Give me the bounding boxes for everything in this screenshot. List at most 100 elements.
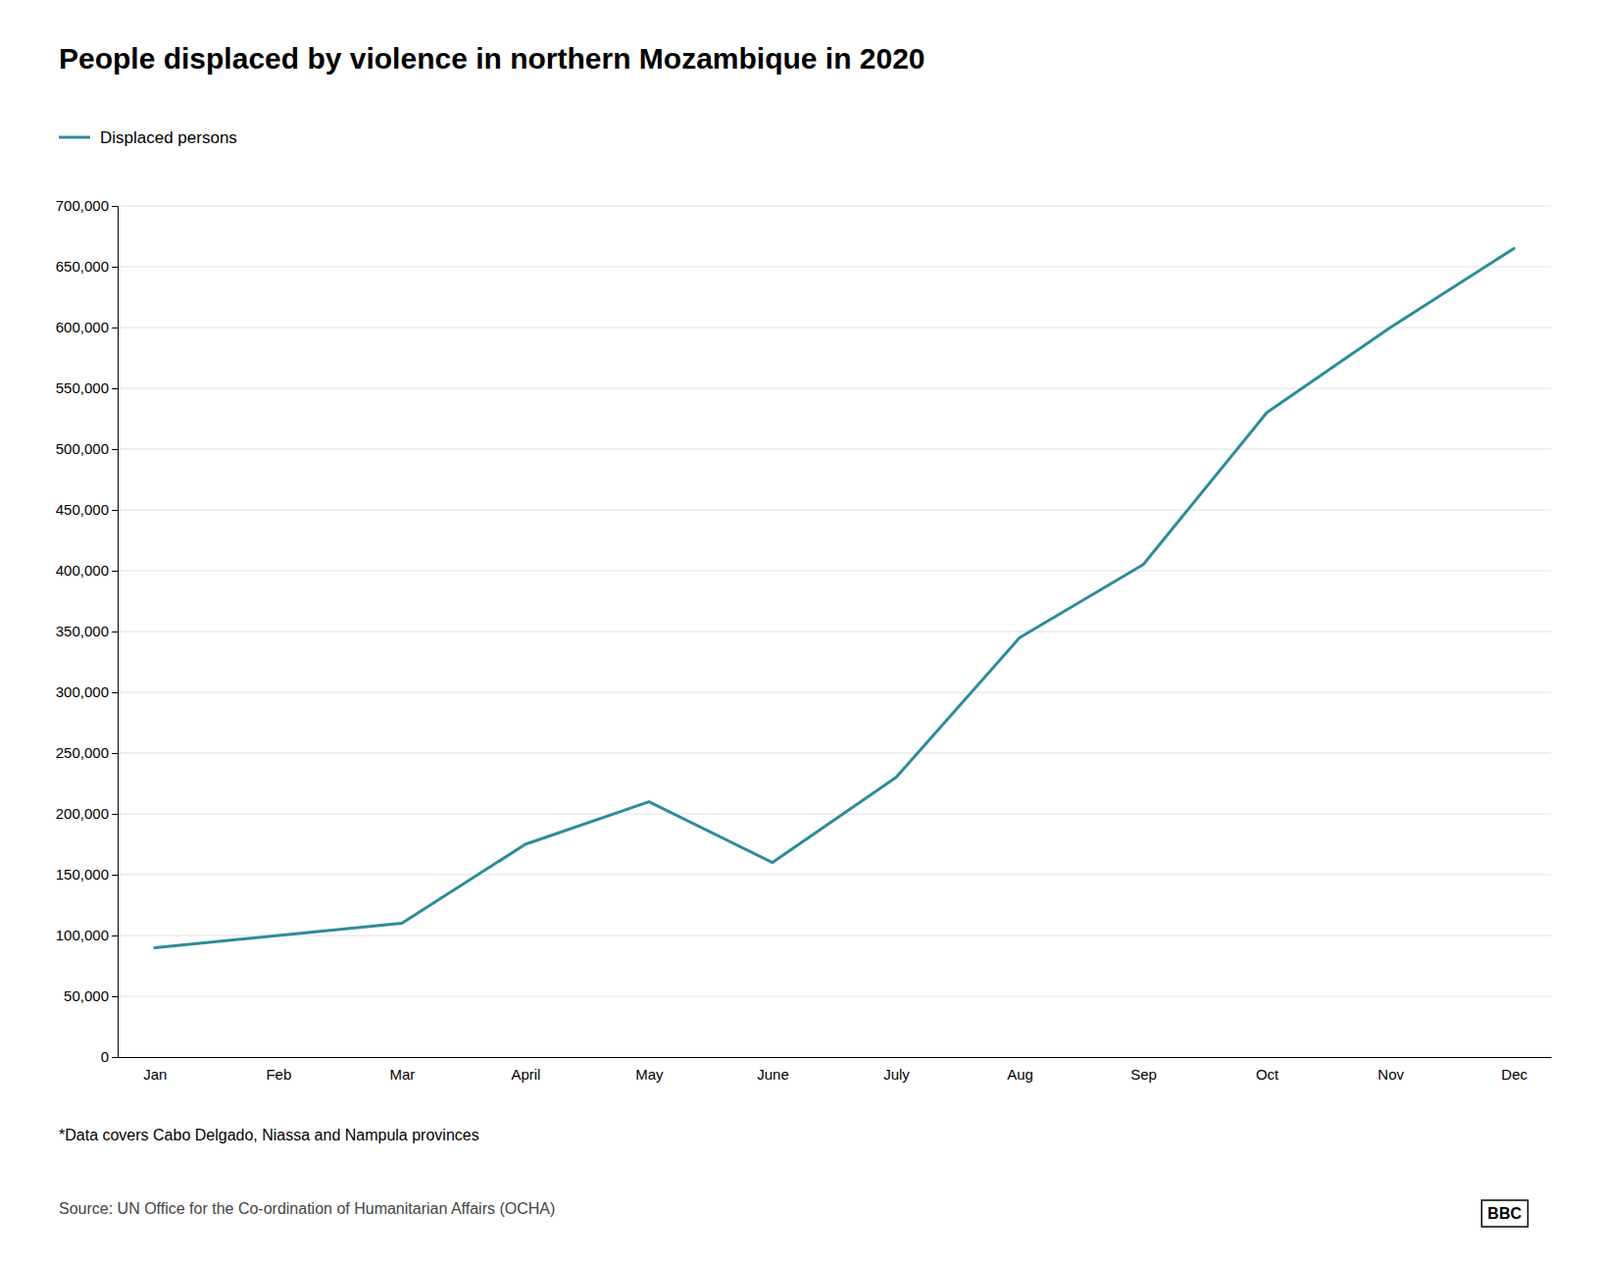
grid-line [117, 692, 1551, 694]
x-tick-label: Nov [1377, 1065, 1404, 1083]
x-tick-label: Sep [1130, 1065, 1157, 1083]
grid-line [117, 752, 1551, 754]
y-tick-label: 250,000 [55, 744, 109, 761]
y-tick-label: 500,000 [55, 440, 109, 457]
grid-line [117, 327, 1551, 329]
y-tick-mark [111, 996, 118, 998]
y-tick-mark [111, 1056, 118, 1058]
y-tick-label: 700,000 [55, 197, 109, 214]
y-tick-mark [111, 509, 118, 511]
x-tick: July [883, 1065, 910, 1083]
y-tick: 0 [100, 1048, 118, 1065]
y-tick-label: 100,000 [55, 926, 109, 944]
data-line [154, 248, 1514, 948]
y-axis-line [111, 206, 119, 1058]
y-tick: 50,000 [63, 987, 118, 1004]
grid-line [117, 449, 1551, 450]
source: Source: UN Office for the Co-ordination … [58, 1200, 555, 1217]
legend-swatch [58, 136, 91, 140]
y-tick-mark [111, 631, 118, 633]
grid-line [117, 813, 1551, 815]
y-tick: 700,000 [55, 197, 118, 214]
y-tick-mark [111, 752, 118, 754]
y-tick-label: 550,000 [55, 379, 109, 397]
x-tick: April [510, 1065, 541, 1083]
y-tick-mark [111, 570, 118, 572]
grid-line [117, 266, 1551, 268]
y-tick: 150,000 [55, 865, 118, 883]
y-tick: 600,000 [55, 318, 118, 336]
x-tick: Oct [1255, 1065, 1280, 1083]
y-tick-label: 150,000 [55, 865, 109, 883]
y-tick-mark [111, 449, 118, 450]
x-tick: Jan [143, 1065, 167, 1083]
grid-line [117, 874, 1551, 876]
x-tick-label: June [756, 1065, 790, 1083]
grid-line [117, 509, 1551, 511]
x-tick-label: Mar [389, 1065, 415, 1083]
y-tick-mark [111, 935, 118, 937]
x-tick: Mar [389, 1065, 415, 1083]
grid-line [117, 1056, 1551, 1058]
x-tick: June [756, 1065, 790, 1083]
grid-line [117, 205, 1551, 207]
grid-line [117, 935, 1551, 937]
y-tick: 650,000 [55, 257, 118, 275]
y-tick-mark [111, 692, 118, 694]
y-tick: 500,000 [55, 440, 118, 457]
marks [154, 248, 1514, 948]
x-axis: Jan Feb Mar April May June July Aug Sep Oct Nov Dec [118, 1057, 1552, 1083]
footnote: *Data covers Cabo Delgado, Niassa and Na… [58, 1126, 480, 1144]
y-tick-label: 200,000 [55, 804, 109, 822]
x-tick-label: May [635, 1065, 664, 1083]
x-tick-label: Feb [265, 1065, 292, 1083]
y-tick-mark [111, 874, 118, 876]
logo-text: BBC [1487, 1204, 1522, 1222]
y-tick-label: 300,000 [55, 683, 109, 700]
legend: Displaced persons [58, 128, 238, 148]
y-tick-label: 0 [100, 1048, 109, 1065]
legend-label: Displaced persons [100, 128, 238, 148]
chart-svg: People displaced by violence in northern… [0, 0, 1600, 1263]
x-tick: Feb [265, 1065, 292, 1083]
logo: BBC [1481, 1200, 1528, 1227]
y-tick-label: 650,000 [55, 257, 109, 275]
x-axis-line [118, 1056, 1552, 1058]
y-tick-label: 50,000 [63, 987, 109, 1004]
legend-item: Displaced persons [58, 128, 238, 148]
y-tick-mark [111, 327, 118, 329]
y-tick-label: 400,000 [55, 561, 109, 579]
y-tick-mark [111, 205, 118, 207]
y-tick-mark [111, 388, 118, 390]
x-tick: May [635, 1065, 664, 1083]
y-tick: 300,000 [55, 683, 118, 700]
y-tick: 550,000 [55, 379, 118, 397]
grid-line [117, 388, 1551, 390]
y-axis: 0 50,000 100,000 150,000 200,000 250,000 300,0… [55, 197, 119, 1065]
x-tick-label: Dec [1500, 1065, 1528, 1083]
grid [117, 205, 1551, 1057]
y-tick-label: 600,000 [55, 318, 109, 336]
x-tick: Aug [1006, 1065, 1034, 1083]
grid-line [117, 996, 1551, 998]
y-tick: 350,000 [55, 622, 118, 640]
x-tick-label: July [883, 1065, 910, 1083]
y-tick-label: 350,000 [55, 622, 109, 640]
y-tick: 200,000 [55, 804, 118, 822]
y-tick-label: 450,000 [55, 500, 109, 518]
y-tick: 100,000 [55, 926, 118, 944]
y-tick: 450,000 [55, 500, 118, 518]
x-tick-label: Oct [1255, 1065, 1280, 1083]
plot-area: 0 50,000 100,000 150,000 200,000 250,000 300,0… [55, 197, 1552, 1082]
grid-line [117, 570, 1551, 572]
x-tick: Dec [1500, 1065, 1528, 1083]
y-tick-mark [111, 813, 118, 815]
y-tick: 400,000 [55, 561, 118, 579]
y-tick: 250,000 [55, 744, 118, 761]
x-tick-label: Jan [143, 1065, 167, 1083]
title: People displaced by violence in northern… [58, 42, 926, 75]
x-tick: Sep [1130, 1065, 1157, 1083]
logo-box [1481, 1200, 1528, 1227]
grid-line [117, 631, 1551, 633]
y-tick-mark [111, 266, 118, 268]
